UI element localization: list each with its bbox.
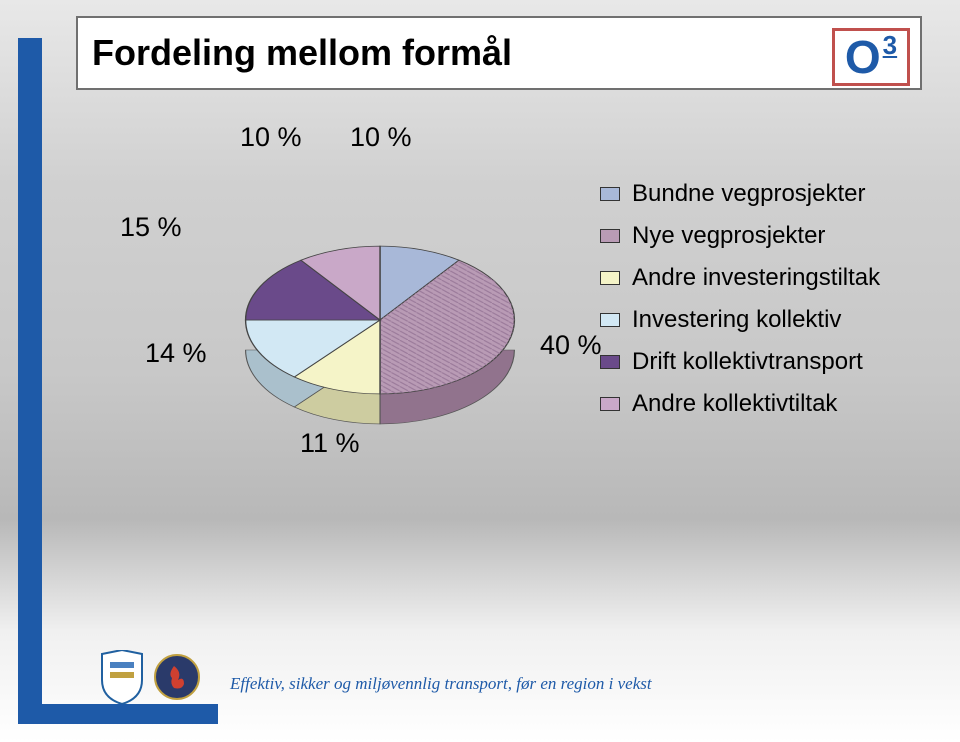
pct-label: 10 %	[240, 122, 302, 153]
bottom-accent-bar	[18, 704, 218, 724]
legend-label: Drift kollektivtransport	[632, 348, 863, 376]
pct-label: 40 %	[540, 330, 602, 361]
legend-item: Andre kollektivtiltak	[600, 390, 920, 418]
legend-label: Bundne vegprosjekter	[632, 180, 865, 208]
legend-label: Andre investeringstiltak	[632, 264, 880, 292]
legend-item: Bundne vegprosjekter	[600, 180, 920, 208]
left-accent-bar	[18, 38, 42, 724]
legend-swatch	[600, 229, 620, 243]
footer-logos	[100, 650, 200, 704]
legend-item: Nye vegprosjekter	[600, 222, 920, 250]
chart-legend: Bundne vegprosjekter Nye vegprosjekter And…	[600, 180, 920, 432]
legend-swatch	[600, 397, 620, 411]
pie-chart: 10 %40 %11 %14 %15 %10 % Bundne vegprosj…	[90, 140, 920, 540]
brand-logo: O3	[832, 28, 910, 86]
legend-item: Investering kollektiv	[600, 306, 920, 334]
page-title-box: Fordeling mellom formål	[76, 16, 922, 90]
footer-tagline: Effektiv, sikker og miljøvennlig transpo…	[230, 674, 652, 694]
legend-label: Andre kollektivtiltak	[632, 390, 837, 418]
pie-top	[240, 243, 520, 397]
shield-icon-2	[154, 654, 200, 700]
pct-label: 15 %	[120, 212, 182, 243]
legend-item: Drift kollektivtransport	[600, 348, 920, 376]
legend-swatch	[600, 271, 620, 285]
pie-wrap	[240, 180, 520, 460]
legend-swatch	[600, 313, 620, 327]
pct-label: 10 %	[350, 122, 412, 153]
pct-label: 11 %	[300, 428, 360, 459]
page-title: Fordeling mellom formål	[92, 32, 512, 74]
legend-item: Andre investeringstiltak	[600, 264, 920, 292]
pct-label: 14 %	[145, 338, 207, 369]
brand-logo-letter: O	[845, 34, 881, 80]
legend-label: Nye vegprosjekter	[632, 222, 825, 250]
shield-icon-1	[100, 650, 144, 704]
brand-logo-super: 3	[883, 32, 897, 58]
legend-label: Investering kollektiv	[632, 306, 841, 334]
legend-swatch	[600, 187, 620, 201]
legend-swatch	[600, 355, 620, 369]
